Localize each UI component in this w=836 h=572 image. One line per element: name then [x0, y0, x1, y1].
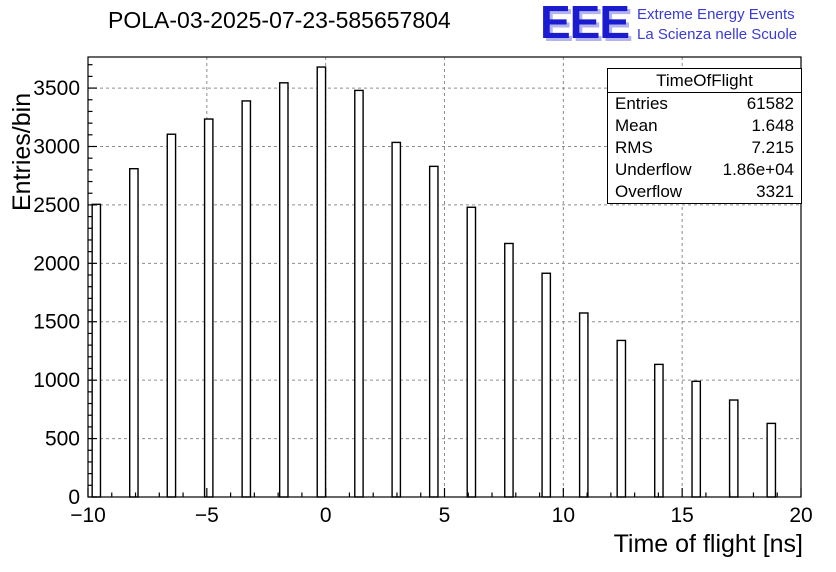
histogram-bar — [391, 141, 402, 498]
histogram-bar — [616, 339, 627, 498]
x-tick-label: 10 — [552, 504, 575, 527]
stats-row-rms: RMS 7.215 — [608, 137, 801, 159]
eee-logo-taglines: Extreme Energy Events La Scienza nelle S… — [637, 2, 797, 46]
eee-tagline-line2: La Scienza nelle Scuole — [637, 26, 798, 44]
histogram-bar — [428, 165, 439, 498]
histogram-bar — [578, 312, 589, 498]
histogram-bar — [766, 422, 777, 498]
stats-row-mean: Mean 1.648 — [608, 115, 801, 137]
histogram-bar — [166, 133, 177, 498]
y-tick-label: 0 — [68, 486, 80, 509]
stats-value: 61582 — [746, 94, 794, 113]
x-tick-label: 15 — [670, 504, 693, 527]
y-tick-label: 3500 — [33, 77, 80, 100]
stats-row-entries: Entries 61582 — [608, 93, 801, 115]
y-tick-label: 2000 — [33, 252, 80, 275]
stats-title: TimeOfFlight — [608, 69, 801, 93]
x-tick-label: 20 — [789, 504, 812, 527]
stats-box: TimeOfFlight Entries 61582 Mean 1.648 RM… — [607, 68, 802, 204]
x-tick-label: −10 — [70, 504, 106, 527]
stats-row-underflow: Underflow 1.86e+04 — [608, 159, 801, 181]
stats-label: Overflow — [615, 182, 683, 201]
y-tick-label: 1000 — [33, 369, 80, 392]
eee-logo: EEE Extreme Energy Events La Scienza nel… — [540, 0, 797, 48]
stats-value: 3321 — [756, 182, 794, 201]
histogram-title: POLA-03-2025-07-23-585657804 — [108, 7, 451, 33]
histogram-bar — [316, 66, 327, 498]
y-axis-title: Entries/bin — [8, 92, 36, 211]
stats-value: 1.648 — [751, 116, 794, 135]
y-tick-label: 500 — [45, 428, 80, 451]
y-tick-label: 3000 — [33, 135, 80, 158]
stats-label: Underflow — [615, 160, 692, 179]
histogram-bar — [203, 118, 214, 498]
histogram-bar — [541, 272, 552, 498]
histogram-bar — [504, 242, 514, 498]
stats-label: Mean — [615, 116, 658, 135]
histogram-bar — [241, 100, 252, 498]
histogram-bar — [129, 167, 139, 498]
histogram-bar — [466, 206, 477, 498]
stats-row-overflow: Overflow 3321 — [608, 181, 801, 203]
histogram-bar — [278, 82, 289, 498]
histogram-bar — [728, 399, 739, 498]
stats-label: Entries — [615, 94, 668, 113]
histogram-bar — [354, 89, 364, 498]
eee-tagline-line1: Extreme Energy Events — [637, 6, 795, 23]
y-tick-label: 2500 — [33, 194, 80, 217]
x-axis-title: Time of flight [ns] — [613, 530, 803, 558]
y-tick-label: 1500 — [33, 311, 80, 334]
eee-logo-text: EEE — [540, 0, 630, 48]
x-tick-label: 0 — [320, 504, 332, 527]
histogram-bar — [91, 203, 102, 498]
stats-value: 7.215 — [751, 138, 794, 157]
x-tick-label: −5 — [195, 504, 219, 527]
histogram-bar — [691, 380, 702, 498]
x-tick-label: 5 — [439, 504, 451, 527]
stats-value: 1.86e+04 — [722, 160, 794, 179]
histogram-bar — [654, 363, 664, 498]
stats-label: RMS — [615, 138, 653, 157]
